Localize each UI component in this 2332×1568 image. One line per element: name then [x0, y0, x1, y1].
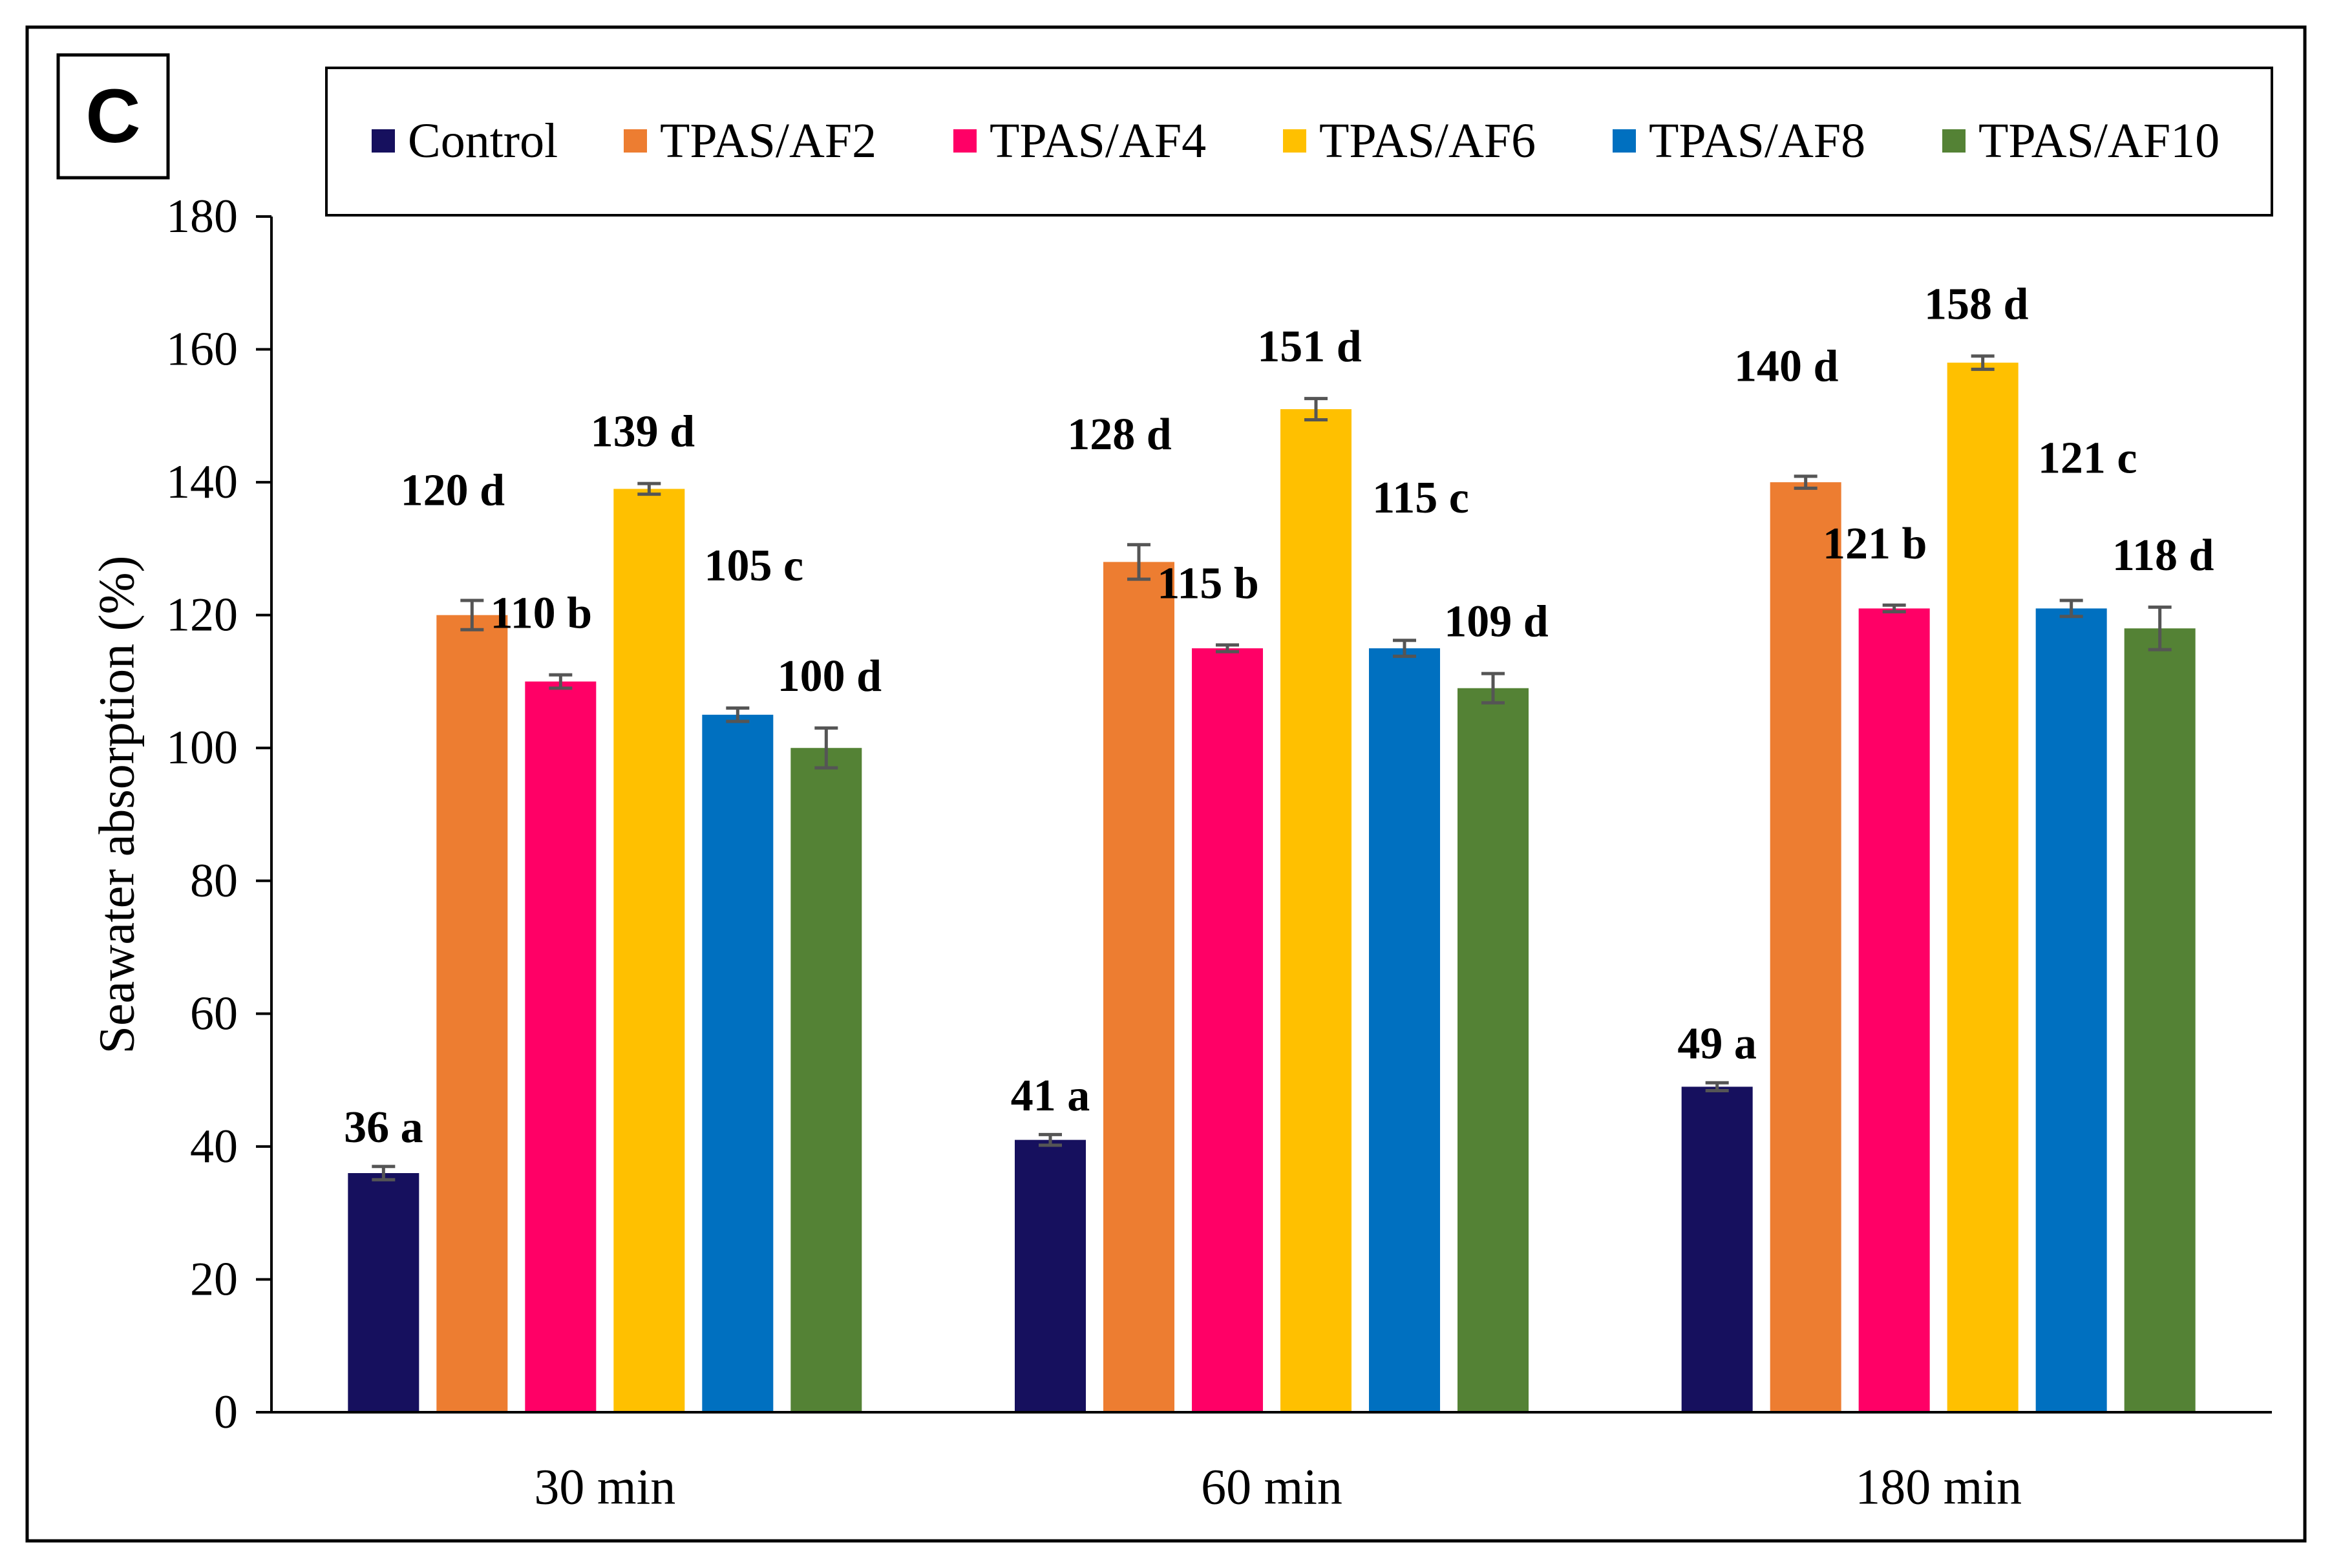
bar	[1369, 648, 1440, 1412]
y-tick-label: 80	[190, 854, 238, 907]
data-label: 128 d	[1067, 410, 1172, 460]
data-label: 158 d	[1924, 279, 2029, 329]
data-label: 41 a	[1011, 1071, 1090, 1121]
legend-item: TPAS/AF8	[1613, 114, 1865, 168]
legend-label: TPAS/AF2	[660, 114, 876, 168]
data-labels: 36 a 41 a 49 a 120 d 128 d 140 d 110 b 115 b 121…	[344, 279, 2214, 1152]
data-label: 110 b	[491, 589, 593, 639]
legend-swatch	[953, 129, 977, 153]
data-label: 49 a	[1677, 1019, 1757, 1069]
legend-label: TPAS/AF6	[1319, 114, 1536, 168]
bar	[436, 615, 508, 1412]
legend-item: TPAS/AF4	[953, 114, 1206, 168]
legend-label: TPAS/AF8	[1649, 114, 1865, 168]
bar	[525, 681, 597, 1412]
data-label: 121 b	[1823, 519, 1927, 569]
x-tick-label: 60 min	[1201, 1459, 1342, 1515]
data-label: 120 d	[401, 466, 505, 516]
bar	[348, 1173, 419, 1412]
bar	[1947, 363, 2019, 1412]
bar	[1458, 688, 1529, 1412]
y-tick-label: 20	[190, 1253, 238, 1306]
legend-label: TPAS/AF10	[1978, 114, 2220, 168]
y-tick-label: 120	[166, 589, 238, 642]
data-label: 115 b	[1157, 558, 1259, 608]
x-tick-label: 30 min	[534, 1459, 675, 1515]
y-tick-label: 160	[166, 323, 238, 376]
data-label: 109 d	[1444, 597, 1549, 647]
x-axis: 30 min 60 min 180 min	[271, 1411, 2272, 1515]
legend-items: Control TPAS/AF2 TPAS/AF4 TPAS/AF6 TPAS/AF8 T…	[372, 114, 2220, 168]
y-axis: 0 20 40 60 80 100 120 140 160 180	[166, 190, 273, 1439]
legend-item: TPAS/AF10	[1942, 114, 2220, 168]
data-label: 118 d	[2112, 531, 2214, 580]
data-label: 151 d	[1257, 322, 1362, 372]
bars	[348, 363, 2196, 1413]
bar	[1280, 409, 1352, 1412]
legend-swatch	[372, 129, 395, 153]
data-label: 140 d	[1734, 341, 1839, 391]
panel-label-frame	[56, 53, 170, 180]
legend: Control TPAS/AF2 TPAS/AF4 TPAS/AF6 TPAS/AF8 T…	[325, 67, 2273, 217]
panel-label: C	[85, 74, 140, 159]
data-label: 105 c	[705, 541, 804, 591]
legend-item: TPAS/AF6	[1283, 114, 1536, 168]
y-tick-label: 180	[166, 190, 238, 243]
y-tick-label: 60	[190, 987, 238, 1040]
legend-swatch	[624, 129, 647, 153]
error-bars	[372, 354, 2172, 1181]
bar	[2124, 628, 2196, 1413]
legend-label: TPAS/AF4	[990, 114, 1206, 168]
bar	[613, 489, 685, 1412]
data-label: 139 d	[591, 407, 695, 457]
legend-swatch	[1942, 129, 1966, 153]
bar	[1103, 562, 1174, 1412]
bar	[1858, 608, 1930, 1412]
y-tick-label: 100	[166, 721, 238, 774]
legend-swatch	[1613, 129, 1636, 153]
y-tick-label: 40	[190, 1120, 238, 1173]
bar	[1770, 482, 1841, 1412]
legend-item: TPAS/AF2	[624, 114, 876, 168]
data-label: 100 d	[778, 652, 882, 701]
legend-label: Control	[408, 114, 558, 168]
y-tick-label: 140	[166, 456, 238, 509]
legend-swatch	[1283, 129, 1306, 153]
bar	[2035, 608, 2107, 1412]
bar	[790, 748, 862, 1412]
data-label: 115 c	[1372, 473, 1469, 523]
bar	[702, 714, 774, 1412]
y-tick-label: 0	[214, 1386, 238, 1439]
y-axis-label: Seawater absorption (%)	[89, 555, 145, 1054]
bar	[1192, 648, 1263, 1412]
data-label: 121 c	[2038, 434, 2137, 483]
panel-label-box: C	[56, 53, 170, 180]
bar	[1015, 1139, 1086, 1412]
bar	[1681, 1086, 1753, 1412]
data-label: 36 a	[344, 1103, 423, 1152]
legend-item: Control	[372, 114, 558, 168]
x-tick-label: 180 min	[1855, 1459, 2022, 1515]
